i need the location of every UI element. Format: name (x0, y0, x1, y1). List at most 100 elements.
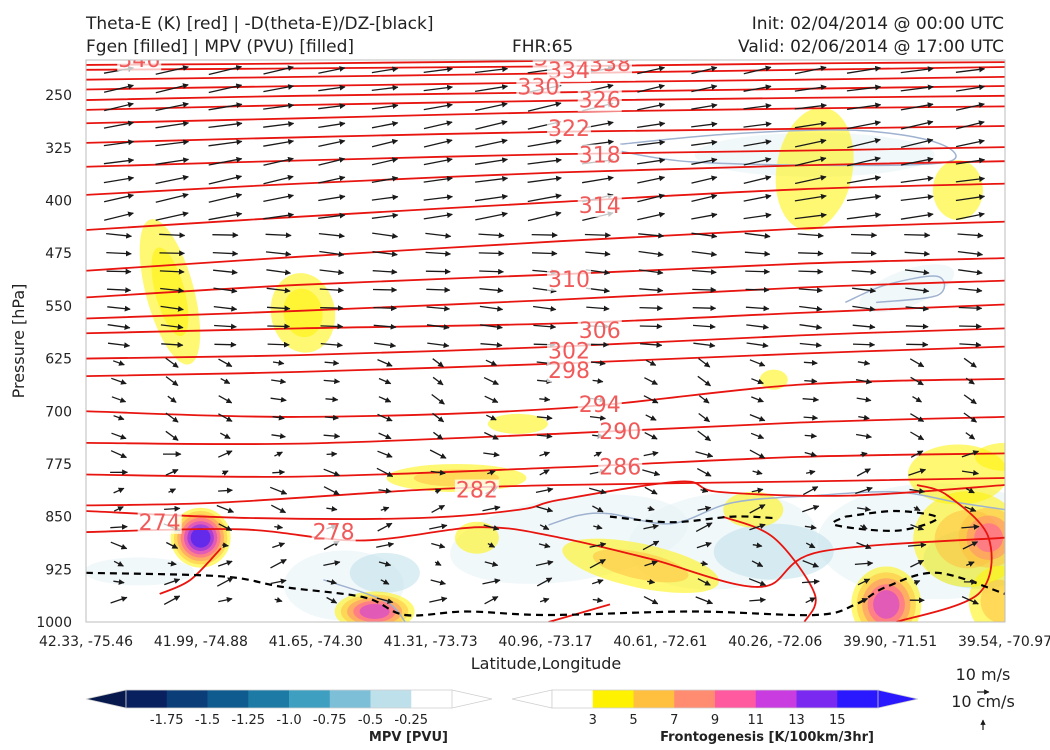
theta-e-label-bg (577, 144, 622, 167)
theta-e-label: 298 (548, 359, 590, 384)
wind-vector (640, 341, 663, 348)
wind-vector (900, 194, 934, 202)
stability-contour-line (86, 571, 1005, 617)
wind-vector (269, 486, 288, 495)
x-tick-label: 40.61, -72.61 (613, 634, 707, 650)
wind-vector (746, 342, 769, 349)
frontogenesis-fill (454, 521, 499, 554)
wind-vector (698, 357, 711, 368)
wind-vector (860, 451, 868, 458)
wind-vector (155, 211, 189, 221)
wind-vector (804, 451, 817, 458)
wind-vector (318, 212, 346, 219)
wind-vector (692, 287, 717, 293)
wind-vector (536, 577, 553, 587)
title-line-1: Theta-E (K) [red] | -D(theta-E)/DZ-[blac… (86, 14, 434, 34)
wind-vector (113, 579, 125, 585)
wind-vector (318, 84, 346, 92)
wind-vector (426, 305, 451, 312)
x-tick-label: 40.26, -72.06 (728, 634, 822, 650)
colorbar-frame (551, 689, 879, 709)
wind-vector (318, 139, 346, 148)
wind-vector (749, 523, 766, 531)
wind-vector (326, 506, 338, 512)
wind-vector (962, 541, 979, 550)
forecast-hour: FHR:65 (512, 37, 574, 57)
theta-e-label: 314 (579, 194, 621, 219)
wind-vector (698, 412, 710, 423)
wind-vector (644, 560, 658, 567)
wind-vector (423, 194, 453, 201)
wind-vector (103, 120, 135, 129)
frontogenesis-fill (487, 413, 548, 434)
wind-vector (581, 175, 614, 184)
wind-vector (909, 488, 926, 494)
wind-vector (593, 524, 603, 530)
wind-vector (483, 451, 500, 458)
wind-vector (103, 139, 135, 147)
theta-e-label: 294 (579, 393, 621, 418)
wind-vector (263, 156, 294, 166)
wind-vector (955, 84, 985, 92)
wind-vector (637, 83, 665, 93)
wind-vector (423, 102, 453, 111)
wind-vector (745, 286, 770, 293)
wind-vector (637, 65, 666, 75)
theta-e-label-bg (311, 521, 356, 544)
wind-vector (165, 376, 179, 387)
wind-vector (372, 251, 398, 257)
theta-e-label: 274 (139, 511, 181, 536)
wind-vector (752, 469, 763, 476)
wind-vector (371, 175, 399, 184)
wind-vector (112, 360, 125, 366)
wind-vector (955, 194, 986, 202)
wind-vector (749, 504, 766, 514)
wind-vector (794, 175, 827, 185)
wind-vector (900, 102, 934, 111)
wind-vector (589, 558, 606, 569)
quiver-key-vertical-label: 10 cm/s (951, 692, 1015, 711)
wind-vector (160, 305, 184, 312)
theta-e-contour (86, 160, 1005, 196)
wind-vector (955, 138, 985, 148)
frontogenesis-fill (759, 369, 788, 390)
wind-vector (802, 505, 820, 513)
wind-vector (208, 64, 243, 76)
wind-vector (113, 487, 125, 494)
wind-vector (475, 193, 508, 202)
wind-vector (957, 232, 984, 239)
wind-vector (700, 487, 709, 494)
wind-vector (371, 194, 399, 201)
colorbar-swatch (166, 690, 208, 708)
wind-vector (697, 375, 711, 387)
wind-vector (218, 395, 233, 404)
wind-vector (320, 305, 344, 312)
wind-vector (374, 342, 397, 349)
wind-vector (484, 395, 499, 403)
wind-vector (961, 524, 980, 530)
wind-vector (208, 102, 243, 111)
wind-vector (161, 341, 184, 348)
wind-vector (160, 324, 184, 330)
wind-vector (695, 596, 714, 605)
wind-vector (691, 65, 718, 75)
wind-vector (265, 251, 292, 257)
wind-vector (958, 269, 983, 276)
wind-vector (475, 175, 509, 183)
wind-vector (164, 505, 181, 512)
wind-vector (267, 341, 290, 348)
wind-vector (371, 103, 399, 110)
theta-e-label-bg (547, 268, 592, 291)
wind-vector (323, 378, 341, 385)
colorbar-extend-low (85, 689, 127, 709)
wind-vector (208, 174, 243, 185)
wind-vector (860, 523, 868, 530)
wind-vector (799, 305, 823, 312)
wind-vector (425, 250, 452, 257)
wind-vectors (103, 64, 986, 605)
wind-vector (167, 560, 177, 567)
wind-vector (691, 212, 718, 220)
wind-vector (799, 342, 822, 348)
wind-vector (486, 414, 497, 421)
